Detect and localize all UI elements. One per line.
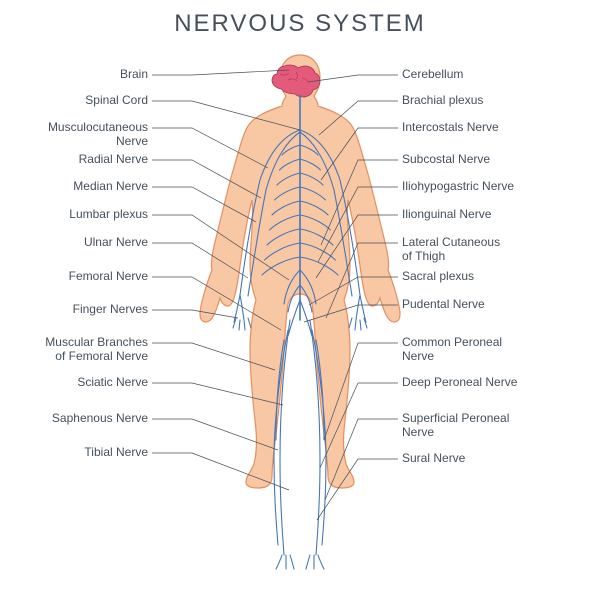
anatomy-label: Brain	[120, 68, 148, 82]
anatomy-label: Ulnar Nerve	[84, 236, 148, 250]
anatomy-label: Common PeronealNerve	[402, 336, 502, 364]
anatomy-label: Iliohypogastric Nerve	[402, 180, 514, 194]
anatomy-label: Spinal Cord	[85, 94, 148, 108]
anatomy-label: Sacral plexus	[402, 270, 474, 284]
anatomy-label: Superficial PeronealNerve	[402, 412, 509, 440]
anatomy-figure	[0, 0, 600, 600]
anatomy-label: Median Nerve	[73, 180, 148, 194]
anatomy-label: Saphenous Nerve	[52, 412, 148, 426]
anatomy-label: Brachial plexus	[402, 94, 483, 108]
anatomy-label: Deep Peroneal Nerve	[402, 376, 517, 390]
anatomy-label: Lateral Cutaneousof Thigh	[402, 236, 500, 264]
anatomy-label: Sural Nerve	[402, 452, 465, 466]
anatomy-label: Intercostals Nerve	[402, 121, 499, 135]
anatomy-label: Subcostal Nerve	[402, 153, 490, 167]
diagram-title: NERVOUS SYSTEM	[0, 10, 600, 38]
leader-lines	[152, 70, 398, 520]
anatomy-label: Muscular Branchesof Femoral Nerve	[45, 336, 148, 364]
body-outline	[200, 55, 400, 488]
nerve-lines	[233, 95, 367, 569]
anatomy-label: Radial Nerve	[79, 153, 148, 167]
anatomy-label: Lumbar plexus	[69, 208, 148, 222]
anatomy-label: Cerebellum	[402, 68, 463, 82]
anatomy-label: Femoral Nerve	[69, 270, 148, 284]
anatomy-label: Tibial Nerve	[84, 446, 148, 460]
anatomy-label: Ilionguinal Nerve	[402, 208, 491, 222]
anatomy-label: Finger Nerves	[73, 303, 148, 317]
brain-icon	[272, 65, 320, 97]
anatomy-label: Pudental Nerve	[402, 298, 485, 312]
anatomy-label: Sciatic Nerve	[77, 376, 148, 390]
anatomy-label: MusculocutaneousNerve	[48, 121, 148, 149]
